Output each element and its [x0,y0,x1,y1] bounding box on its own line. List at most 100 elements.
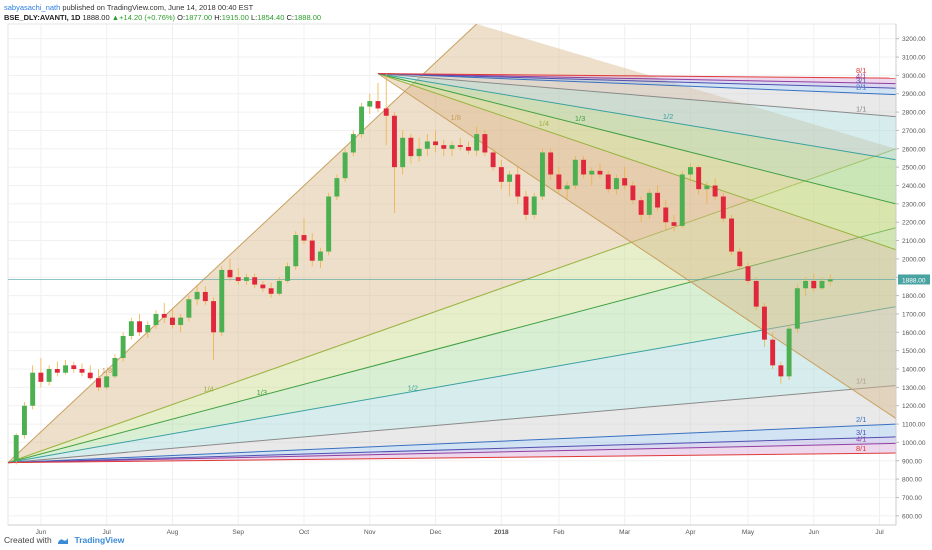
low-label: L: [250,13,258,22]
price-tick-label: 2800.00 [902,110,926,117]
candle-body [556,174,562,190]
candle-body [54,369,60,373]
price-tick-label: 600.00 [902,513,922,520]
time-tick-label: Sep [232,529,244,536]
candle-body [112,358,118,377]
gann-fan-line [377,73,897,79]
candle-body [252,277,258,285]
close-label: C: [286,13,294,22]
chart-axes: 600.00 700.00 800.00 900.00 1000.00 1100.00 12… [8,24,930,536]
gann-fan-label: 1/4 [203,385,213,394]
candle-body [712,185,718,197]
price-tick-label: 3200.00 [902,36,926,43]
candle-body [30,372,36,406]
candle-body [663,207,669,223]
price-tick-label: 2700.00 [902,128,926,135]
candle-body [457,145,463,147]
footer: Created with TradingView [4,535,124,545]
price-tick-label: 1300.00 [902,385,926,392]
gann-fan-label: 1/1 [856,105,866,114]
gann-fan-line [7,306,897,464]
candle-body [761,306,767,340]
candle-body [137,321,143,333]
candle-body [523,196,529,215]
symbol-name: BSE_DLY:AVANTI, 1D [4,13,81,22]
candle-body [293,235,299,267]
candle-body [301,235,307,241]
gann-fan-line [377,73,897,251]
candle-body [605,174,611,190]
gann-fan-label: 1/2 [408,383,418,392]
gann-fan-line [377,73,897,118]
candle-body [104,376,110,388]
candle-body [400,137,406,168]
candle-body [696,167,702,190]
candle-body [367,101,373,107]
candle-body [416,148,422,157]
time-tick-label: Jun [36,529,47,536]
price-tick-label: 800.00 [902,477,922,484]
candle-body [202,291,208,302]
gann-fan-label: 8/1 [856,444,866,453]
candle-body [359,106,365,135]
gann-fan-line [377,73,897,89]
candle-body [819,280,825,289]
price-tick-label: 2600.00 [902,146,926,153]
candle-body [622,178,628,186]
candle-body [120,335,126,358]
price-tick-label: 1700.00 [902,311,926,318]
candle-body [194,291,200,300]
tradingview-brand[interactable]: TradingView [74,535,125,545]
candle-body [309,240,315,261]
candle-body [803,280,809,289]
candle-body [515,174,521,197]
candle-body [786,328,792,377]
candle-body [630,185,636,201]
price-tick-label: 700.00 [902,495,922,502]
gann-fan-label: 1/8 [102,366,112,375]
candle-body [408,137,414,157]
gann-fan-line [377,73,897,161]
gann-fan-line [377,73,897,419]
candle-body [449,145,455,149]
time-tick-label: Oct [299,529,309,536]
candle-body [285,266,291,281]
candle-body [655,192,661,208]
price-tick-label: 1400.00 [902,367,926,374]
price-tick-label: 2400.00 [902,183,926,190]
candle-body [13,435,19,461]
gann-fan-line [7,423,897,464]
candle-body [46,369,52,382]
current-price-box [898,274,930,285]
close-value: 1888.00 [293,13,322,22]
high-value: 1915.00 [221,13,249,22]
candle-body [465,146,471,151]
price-tick-label: 2900.00 [902,91,926,98]
candle-body [268,288,274,294]
gann-fan-label: 4/1 [856,72,866,81]
price-tick-label: 3100.00 [902,55,926,62]
candle-body [507,174,513,182]
candle-body [531,196,537,215]
time-tick-label: Mar [619,529,631,536]
author-link[interactable]: sabyasachi_nath [4,3,61,12]
candle-body [679,174,685,226]
gann-fan-label: 1/4 [539,119,549,128]
gann-fan-label: 2/1 [856,415,866,424]
candle-body [597,170,603,175]
candle-body [350,134,356,153]
candle-body [737,251,743,267]
price-tick-label: 1600.00 [902,330,926,337]
candle-body [753,280,759,307]
candle-body [276,280,282,294]
gann-fan-label: 1/8 [451,113,461,122]
price-tick-label: 3000.00 [902,73,926,80]
candle-body [342,152,348,179]
publish-info: published on TradingView.com, June 14, 2… [60,3,254,12]
time-tick-label: Feb [553,529,565,536]
gann-fan-label: 2/1 [856,83,866,92]
gann-fan-line [377,73,897,85]
time-tick-label: Jul [875,529,884,536]
candle-body [153,313,159,325]
